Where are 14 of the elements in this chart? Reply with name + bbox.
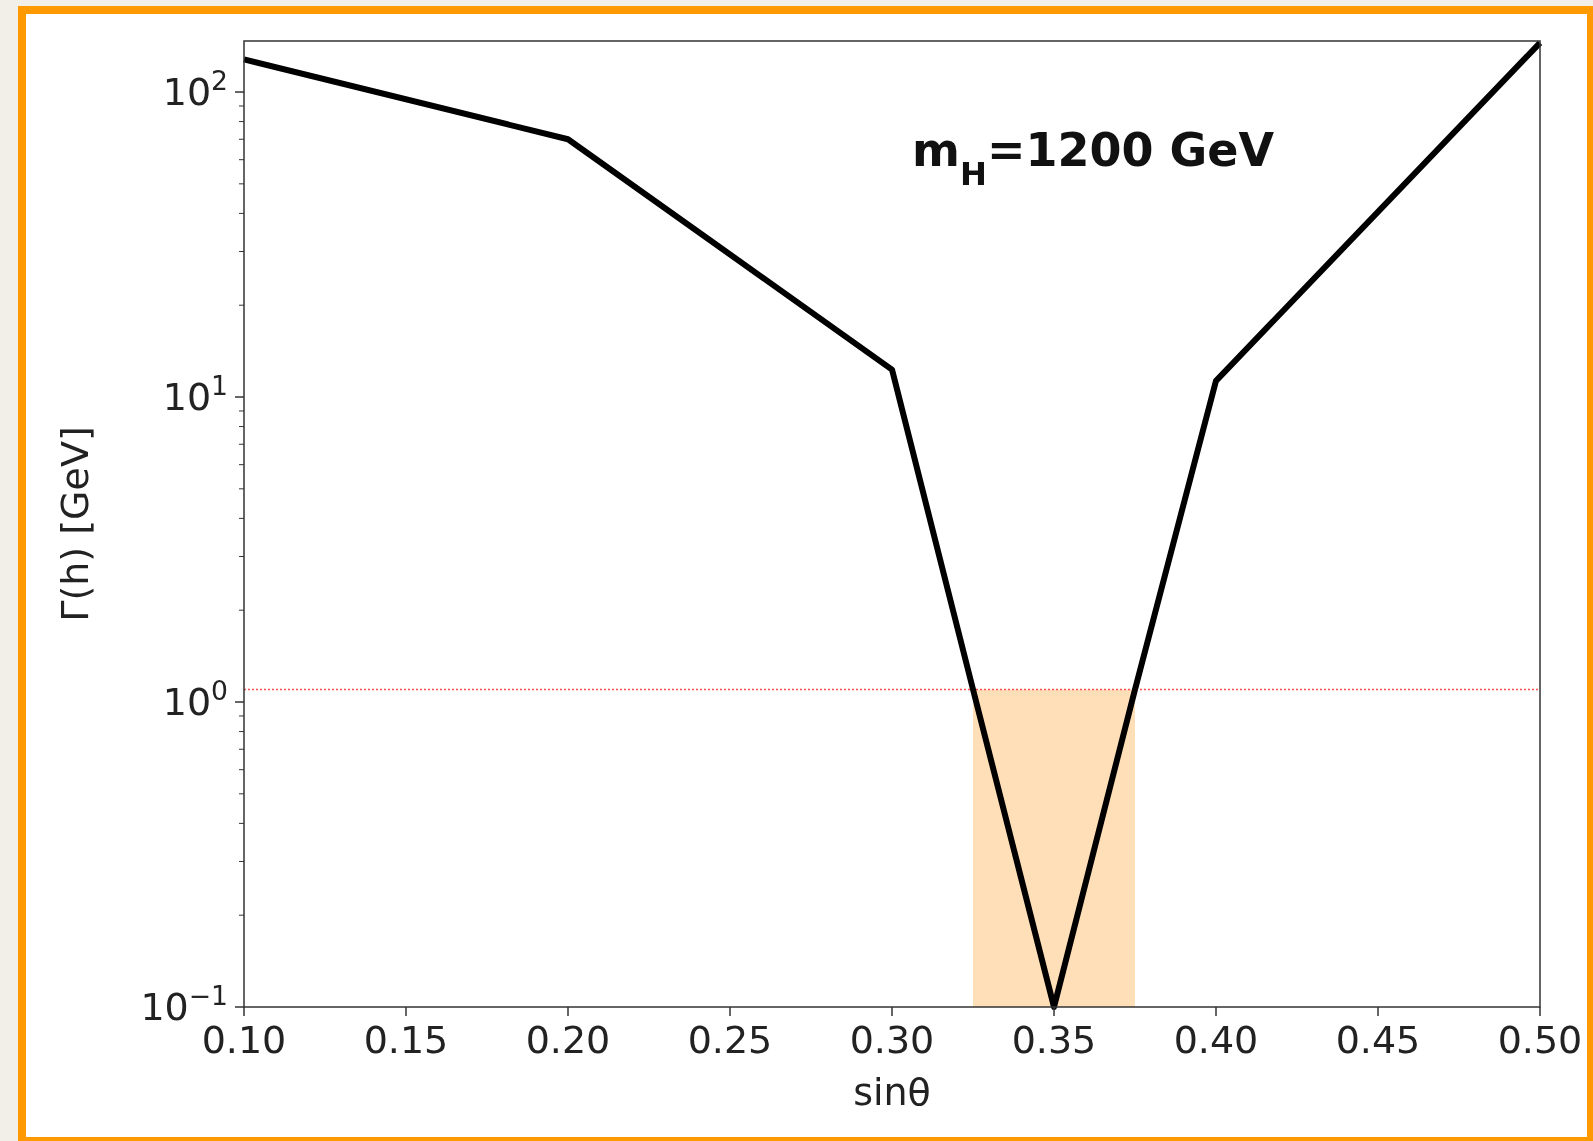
- x-tick-label: 0.50: [1497, 1018, 1583, 1062]
- x-tick-label: 0.45: [1335, 1018, 1421, 1062]
- y-axis-title: Γ(h) [GeV]: [53, 426, 97, 622]
- x-tick-label: 0.35: [1011, 1018, 1097, 1062]
- y-tick-label: 10$^{0}$: [162, 674, 228, 725]
- y-tick-label: 10$^{1}$: [162, 369, 228, 420]
- annotation: m$_{H}$=1200 GeV: [911, 123, 1275, 193]
- x-tick-label: 0.30: [849, 1018, 935, 1062]
- x-tick-label: 0.40: [1173, 1018, 1259, 1062]
- x-tick-label: 0.20: [525, 1018, 611, 1062]
- x-axis-title: sinθ: [853, 1070, 931, 1114]
- y-tick-label: 10$^{2}$: [162, 64, 228, 115]
- x-tick-label: 0.15: [363, 1018, 449, 1062]
- x-tick-label: 0.25: [687, 1018, 773, 1062]
